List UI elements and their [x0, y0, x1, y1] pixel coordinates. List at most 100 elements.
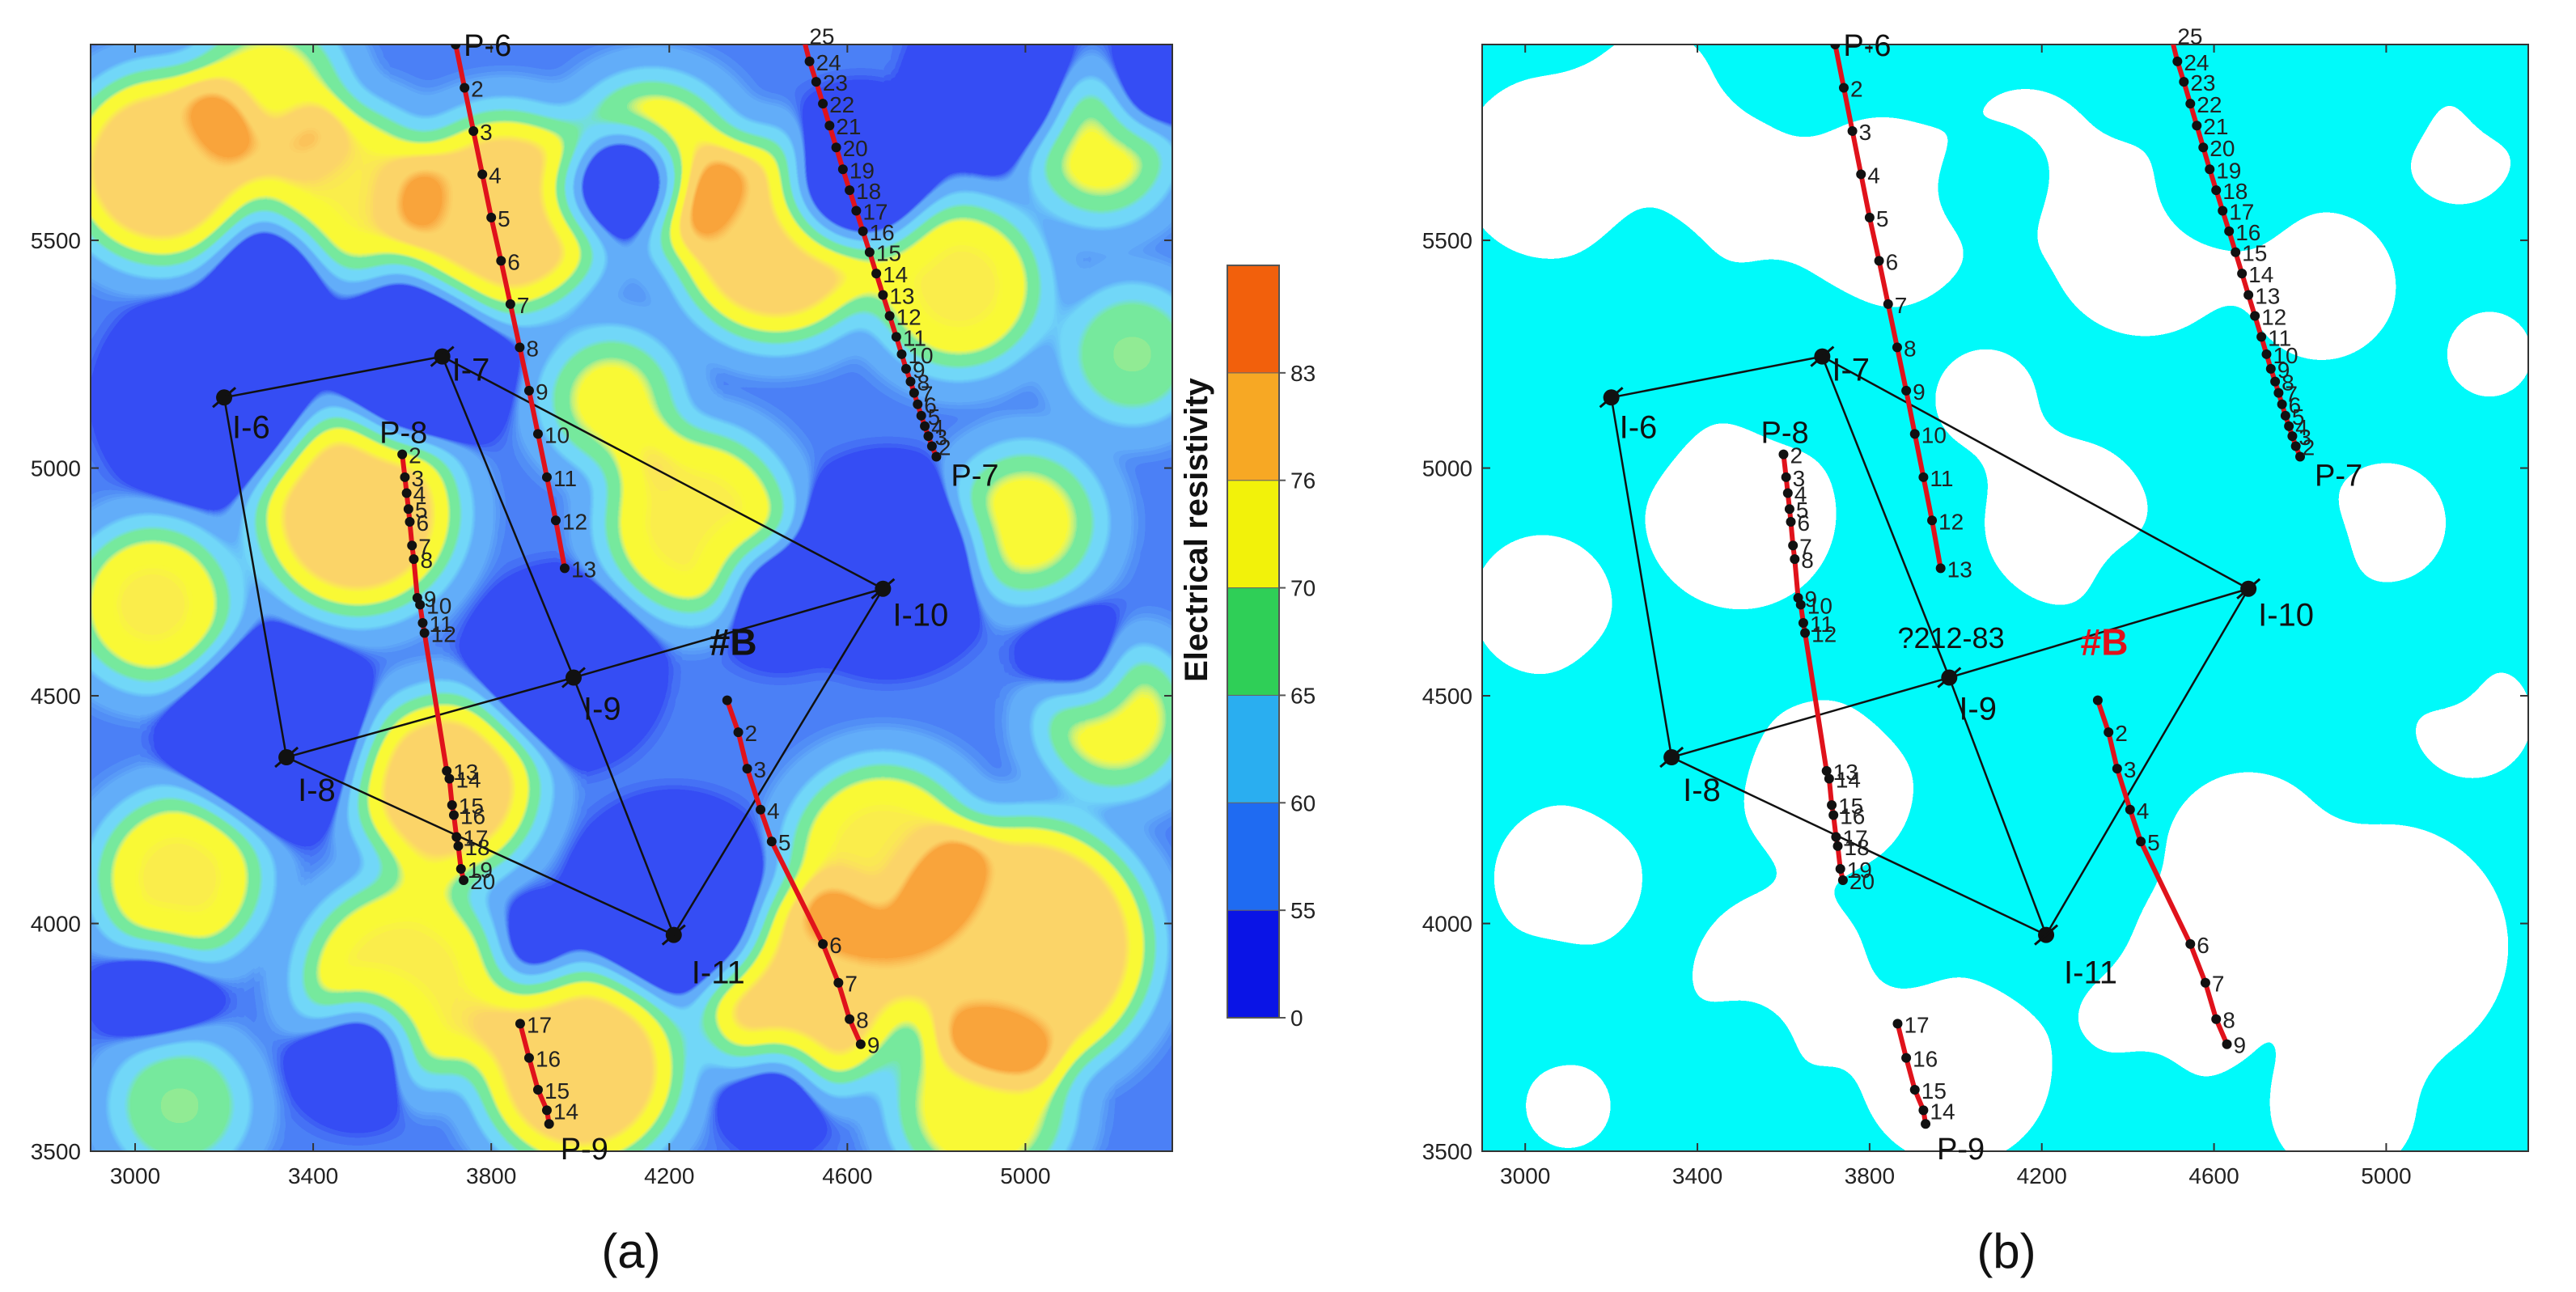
- station-label: 7: [921, 382, 934, 407]
- station-dot: [532, 1085, 543, 1095]
- well-label: I-10: [2258, 598, 2314, 633]
- low-resistivity-zone: [1602, 225, 1706, 328]
- station-dot: [541, 1105, 552, 1116]
- station-label: 19: [849, 158, 875, 183]
- station-label: 12: [1938, 509, 1964, 534]
- station-label: 25: [809, 24, 834, 49]
- station-label: 17: [862, 199, 888, 224]
- y-tick-label: 5000: [31, 456, 81, 481]
- target-label: #B: [2081, 621, 2129, 663]
- station-dot: [851, 205, 862, 216]
- station-dot: [798, 31, 807, 40]
- station-label: 17: [463, 826, 488, 851]
- station-label: 9: [2234, 1033, 2247, 1058]
- axis-ticks: 3000 3400 3800 4200 4600 5000 3500 4000 4500 5000…: [31, 44, 1172, 1188]
- well-symbol: [430, 345, 455, 367]
- well-label: I-11: [692, 955, 745, 991]
- well-symbol: [274, 746, 299, 769]
- station-label: 4: [931, 415, 944, 440]
- station-dot: [2211, 185, 2222, 196]
- station-label: 3: [1859, 120, 1872, 145]
- station-dot: [756, 804, 766, 815]
- station-label: 3: [2124, 757, 2137, 782]
- high-resistivity-zone: [1486, 796, 1650, 960]
- station-label: 10: [1807, 593, 1832, 618]
- station-dot: [2192, 121, 2202, 131]
- station-dot: [2205, 164, 2215, 175]
- low-resistivity-zone: [1512, 313, 1685, 486]
- station-dot: [1883, 299, 1893, 309]
- station-label: 20: [470, 869, 495, 894]
- station-dot: [2287, 431, 2298, 442]
- well-label: I-7: [452, 353, 490, 388]
- station-dot: [1795, 599, 1806, 610]
- station-label: 8: [1801, 548, 1814, 573]
- station-label: 5: [2292, 405, 2305, 430]
- x-tick-label: 4200: [2017, 1163, 2067, 1188]
- station-dot: [451, 832, 462, 842]
- station-dot: [931, 451, 942, 462]
- well-label: I-11: [2064, 955, 2117, 991]
- low-resistivity-zone: [184, 643, 362, 822]
- station-dot: [1892, 342, 1902, 353]
- colorbar-label: 70: [1290, 576, 1316, 601]
- station-label: 14: [455, 767, 481, 792]
- well-label: I-6: [232, 409, 270, 445]
- station-label: 16: [536, 1047, 561, 1072]
- resistivity-field: [91, 44, 1172, 1151]
- low-resistivity-zone: [308, 1006, 407, 1105]
- station-dot: [818, 99, 828, 109]
- station-dot: [2222, 1039, 2232, 1049]
- station-label: 6: [2197, 933, 2210, 958]
- high-resistivity-zone: [949, 447, 1101, 599]
- station-dot: [804, 56, 815, 66]
- profile-name: P-7: [951, 459, 998, 493]
- low-resistivity-zone: [1865, 595, 2012, 742]
- station-dot: [2270, 376, 2281, 387]
- low-resistivity-zone: [1572, 646, 1745, 819]
- station-dot: [1837, 875, 1848, 886]
- high-resistivity-zone: [1065, 287, 1172, 421]
- station-label: 4: [1867, 163, 1880, 188]
- station-dot: [1821, 765, 1832, 776]
- station-label: 16: [870, 220, 895, 245]
- survey-overlay: [212, 31, 942, 1129]
- station-label: 12: [1811, 621, 1837, 646]
- station-dot: [400, 472, 410, 482]
- x-tick-label: 3000: [110, 1163, 160, 1188]
- low-resistivity-zone: [1693, 1008, 1788, 1103]
- station-dot: [2265, 363, 2276, 374]
- station-dot: [909, 388, 919, 398]
- station-label: 24: [816, 50, 841, 75]
- station-label: 9: [867, 1033, 880, 1058]
- station-label: 16: [2235, 220, 2260, 245]
- station-dot: [1786, 516, 1796, 527]
- well-symbol: [1659, 746, 1684, 769]
- station-dot: [2125, 804, 2135, 815]
- station-dot: [926, 441, 937, 451]
- high-resistivity-zone: [892, 1016, 1070, 1151]
- station-dot: [460, 83, 470, 93]
- station-dot: [1838, 83, 1849, 93]
- y-tick-label: 5500: [31, 228, 81, 253]
- station-label: 13: [1947, 557, 1972, 582]
- y-tick-label: 5000: [1422, 456, 1472, 481]
- station-label: 3: [2298, 425, 2311, 450]
- panel-caption: (a): [601, 1224, 660, 1278]
- station-dot: [2273, 388, 2284, 398]
- station-label: 25: [2177, 24, 2202, 49]
- station-dot: [831, 142, 841, 153]
- station-dot: [2231, 247, 2241, 257]
- station-dot: [2198, 142, 2209, 153]
- x-tick-label: 5000: [1000, 1163, 1050, 1188]
- station-label: 18: [1845, 835, 1870, 860]
- station-label: 11: [1930, 466, 1953, 491]
- x-tick-label: 4200: [644, 1163, 694, 1188]
- profile-name: P-8: [379, 417, 427, 451]
- low-resistivity-zone: [735, 1052, 816, 1133]
- station-dot: [1790, 554, 1800, 565]
- station-label: 12: [431, 621, 456, 646]
- profile-name: P-6: [464, 29, 511, 63]
- station-label: 10: [544, 422, 570, 447]
- station-label: 23: [823, 70, 848, 95]
